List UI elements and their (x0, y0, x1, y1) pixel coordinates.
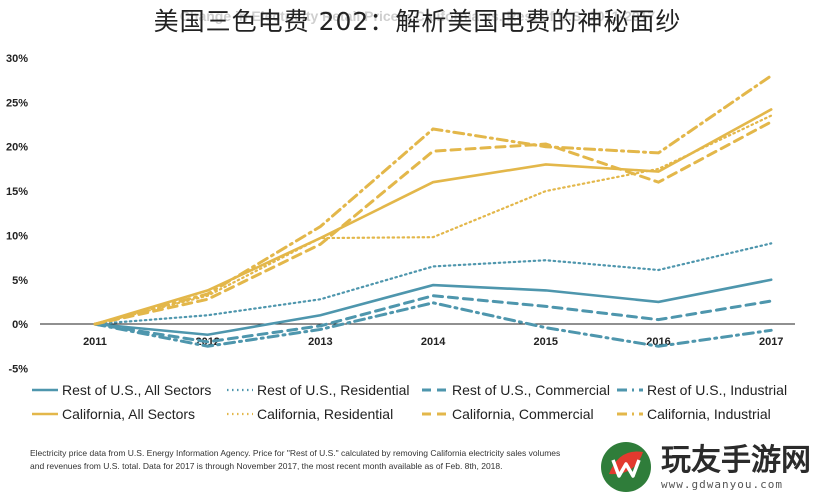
legend-swatch (227, 412, 253, 416)
x-tick-label: 2011 (83, 336, 107, 348)
y-tick-label: 0% (12, 319, 28, 331)
legend-item: Rest of U.S., Residential (227, 382, 422, 398)
legend-swatch (227, 388, 253, 392)
legend-label: California, Residential (257, 406, 394, 422)
series-lines (93, 74, 773, 348)
legend-item: Rest of U.S., Commercial (422, 382, 617, 398)
line-chart: 30%25%20%15%10%5%0%-5% 2011 2012 2013 2014 2… (6, 53, 795, 375)
y-tick-label: 30% (6, 53, 28, 65)
legend-item: California, Residential (227, 406, 422, 422)
watermark-url: www.gdwanyou.com (661, 477, 783, 491)
legend-item: California, Commercial (422, 406, 617, 422)
series-line-california-residential (93, 114, 773, 326)
series-line-rest-of-u-s-residential (93, 242, 773, 326)
legend-swatch (32, 388, 58, 392)
legend-label: Rest of U.S., Commercial (452, 382, 610, 398)
series-line-california-industrial (93, 74, 773, 326)
banner-title: 美国三色电费 202：解析美国电费的神秘面纱 (153, 7, 682, 36)
legend-item: California, Industrial (617, 406, 812, 422)
y-tick-label: 10% (6, 230, 28, 242)
source-note-line-1: Electricity price data from U.S. Energy … (30, 448, 561, 458)
legend-item: California, All Sectors (32, 406, 227, 422)
legend-swatch (422, 388, 448, 392)
legend-label: Rest of U.S., Industrial (647, 382, 788, 398)
source-note-line-2: and revenues from U.S. total. Data for 2… (30, 461, 503, 471)
chart-title: Change in Electricity Retail Prices: Cal… (179, 8, 656, 24)
x-tick-label: 2015 (534, 336, 558, 348)
watermark-name: 玩友手游网 (661, 442, 811, 478)
legend-swatch (617, 412, 643, 416)
legend-swatch (422, 412, 448, 416)
x-tick-label: 2014 (421, 336, 446, 348)
legend-row: Rest of U.S., All Sectors Rest of U.S., R… (32, 378, 812, 402)
y-axis-ticks: 30% 25% 20% 15% 10% 5% 0% -5% (6, 53, 28, 375)
legend-label: Rest of U.S., All Sectors (62, 382, 212, 398)
legend-label: California, Commercial (452, 406, 594, 422)
legend-item: Rest of U.S., Industrial (617, 382, 812, 398)
y-tick-label: 20% (6, 142, 28, 154)
series-line-california-commercial (93, 120, 773, 326)
legend-swatch (617, 388, 643, 392)
watermark[interactable]: 玩友手游网 www.gdwanyou.com (595, 436, 833, 498)
legend: Rest of U.S., All Sectors Rest of U.S., R… (32, 378, 812, 426)
x-tick-label: 2017 (759, 336, 783, 348)
legend-label: California, Industrial (647, 406, 771, 422)
legend-swatch (32, 412, 58, 416)
legend-label: California, All Sectors (62, 406, 196, 422)
legend-label: Rest of U.S., Residential (257, 382, 410, 398)
x-tick-label: 2013 (308, 336, 332, 348)
y-tick-label: 15% (6, 186, 28, 198)
watermark-text: 玩友手游网 www.gdwanyou.com (661, 442, 811, 491)
y-tick-label: -5% (8, 363, 28, 375)
y-tick-label: 5% (12, 275, 28, 287)
series-line-rest-of-u-s-industrial (93, 301, 773, 348)
legend-row: California, All Sectors California, Resid… (32, 402, 812, 426)
series-line-california-all-sectors (93, 108, 773, 326)
series-line-rest-of-u-s-commercial (93, 294, 773, 344)
series-line-rest-of-u-s-all-sectors (93, 278, 773, 337)
y-tick-label: 25% (6, 97, 28, 109)
source-note: Electricity price data from U.S. Energy … (30, 447, 670, 473)
legend-item: Rest of U.S., All Sectors (32, 382, 227, 398)
x-axis-ticks: 2011 2012 2013 2014 2015 2016 2017 (83, 336, 783, 348)
w-leaf-logo-icon (601, 442, 651, 492)
